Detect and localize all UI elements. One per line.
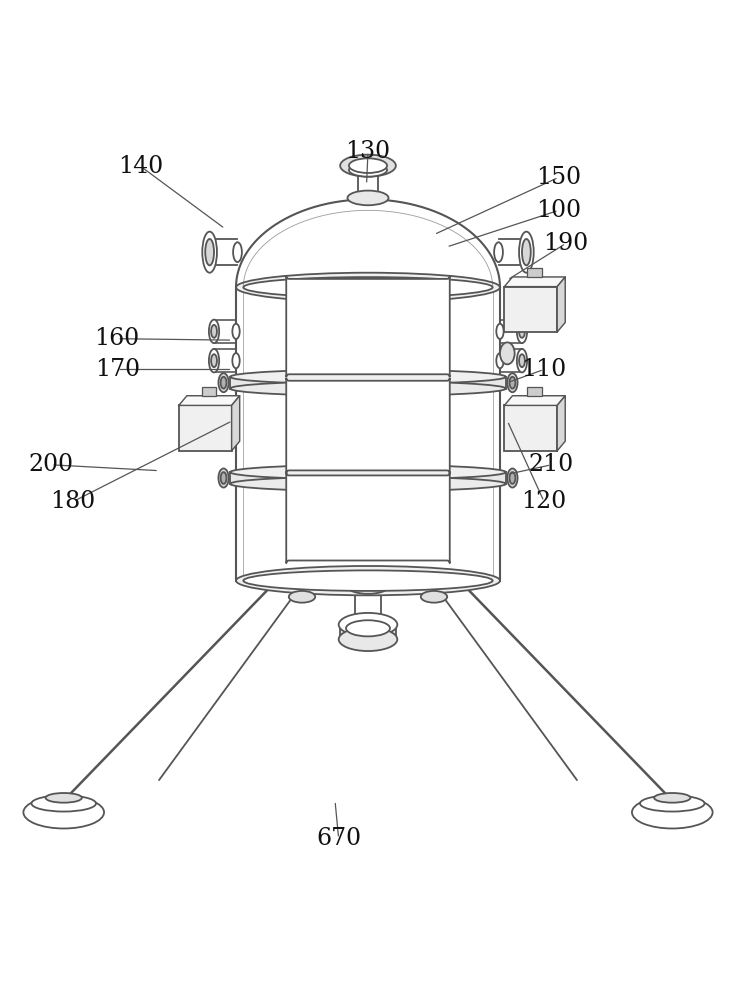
Ellipse shape <box>236 273 500 302</box>
Text: 100: 100 <box>536 199 581 222</box>
Text: 180: 180 <box>51 490 96 513</box>
Ellipse shape <box>522 239 531 265</box>
Ellipse shape <box>347 191 389 205</box>
Text: 140: 140 <box>118 155 163 178</box>
Text: 210: 210 <box>528 453 574 476</box>
Polygon shape <box>504 396 565 405</box>
Text: 170: 170 <box>95 358 140 381</box>
Ellipse shape <box>230 369 506 384</box>
Bar <box>202 387 216 396</box>
Ellipse shape <box>219 468 229 488</box>
FancyBboxPatch shape <box>286 378 450 473</box>
Bar <box>527 268 542 277</box>
Bar <box>340 625 396 639</box>
Ellipse shape <box>519 325 525 338</box>
Ellipse shape <box>221 472 227 484</box>
Bar <box>504 405 557 451</box>
Ellipse shape <box>233 324 240 339</box>
Ellipse shape <box>233 353 240 368</box>
Bar <box>230 377 506 389</box>
Ellipse shape <box>289 591 315 603</box>
Ellipse shape <box>230 465 506 479</box>
Bar <box>504 287 557 332</box>
Ellipse shape <box>291 576 312 585</box>
Ellipse shape <box>46 793 82 803</box>
Ellipse shape <box>221 377 227 389</box>
Polygon shape <box>232 396 240 451</box>
Text: 200: 200 <box>29 453 74 476</box>
Ellipse shape <box>519 354 525 367</box>
Ellipse shape <box>339 628 397 651</box>
Polygon shape <box>504 277 565 287</box>
Ellipse shape <box>349 158 387 173</box>
Ellipse shape <box>202 232 217 273</box>
Ellipse shape <box>500 342 514 364</box>
Ellipse shape <box>209 320 219 343</box>
Ellipse shape <box>211 325 217 338</box>
Ellipse shape <box>340 155 396 177</box>
Ellipse shape <box>424 576 445 585</box>
Ellipse shape <box>517 320 527 343</box>
Ellipse shape <box>654 793 690 803</box>
Bar <box>293 581 311 597</box>
Text: 150: 150 <box>536 166 581 189</box>
Text: 110: 110 <box>521 358 567 381</box>
Ellipse shape <box>233 242 242 262</box>
Ellipse shape <box>230 477 506 491</box>
Ellipse shape <box>244 277 492 298</box>
Polygon shape <box>557 396 565 451</box>
Text: 190: 190 <box>543 232 589 255</box>
Text: 130: 130 <box>345 140 391 163</box>
Ellipse shape <box>347 579 389 594</box>
Ellipse shape <box>496 353 503 368</box>
Text: 160: 160 <box>95 327 140 350</box>
Polygon shape <box>557 277 565 332</box>
Ellipse shape <box>496 324 503 339</box>
Ellipse shape <box>421 591 447 603</box>
Ellipse shape <box>507 373 517 392</box>
Bar <box>527 387 542 396</box>
Ellipse shape <box>236 566 500 595</box>
Ellipse shape <box>640 795 704 812</box>
Ellipse shape <box>519 232 534 273</box>
Text: 120: 120 <box>521 490 567 513</box>
Ellipse shape <box>32 795 96 812</box>
Ellipse shape <box>346 620 390 636</box>
Ellipse shape <box>509 377 515 389</box>
Ellipse shape <box>230 381 506 396</box>
Ellipse shape <box>509 472 515 484</box>
Ellipse shape <box>209 349 219 372</box>
Ellipse shape <box>494 242 503 262</box>
Bar <box>425 581 443 597</box>
Polygon shape <box>179 396 240 405</box>
Polygon shape <box>236 199 500 287</box>
Ellipse shape <box>632 796 712 828</box>
Ellipse shape <box>205 239 214 265</box>
Ellipse shape <box>244 570 492 591</box>
Bar <box>230 472 506 484</box>
Ellipse shape <box>211 354 217 367</box>
FancyBboxPatch shape <box>286 472 450 563</box>
Bar <box>179 405 232 451</box>
Bar <box>355 587 381 628</box>
Ellipse shape <box>24 796 104 828</box>
Text: 670: 670 <box>316 827 361 850</box>
FancyBboxPatch shape <box>286 276 450 377</box>
Bar <box>236 287 500 581</box>
Ellipse shape <box>339 613 397 636</box>
Ellipse shape <box>517 349 527 372</box>
Bar <box>358 170 378 198</box>
Ellipse shape <box>349 163 387 177</box>
Ellipse shape <box>219 373 229 392</box>
Ellipse shape <box>507 468 517 488</box>
